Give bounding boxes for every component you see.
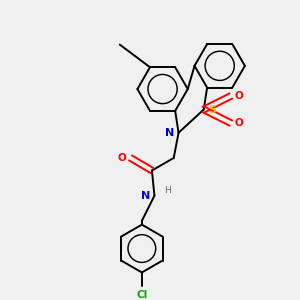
Text: Cl: Cl [136,290,148,300]
Text: N: N [165,128,175,138]
Text: S: S [208,104,217,115]
Text: N: N [141,191,151,201]
Text: O: O [118,153,127,163]
Text: O: O [235,91,244,101]
Text: O: O [235,118,244,128]
Text: H: H [164,186,171,195]
